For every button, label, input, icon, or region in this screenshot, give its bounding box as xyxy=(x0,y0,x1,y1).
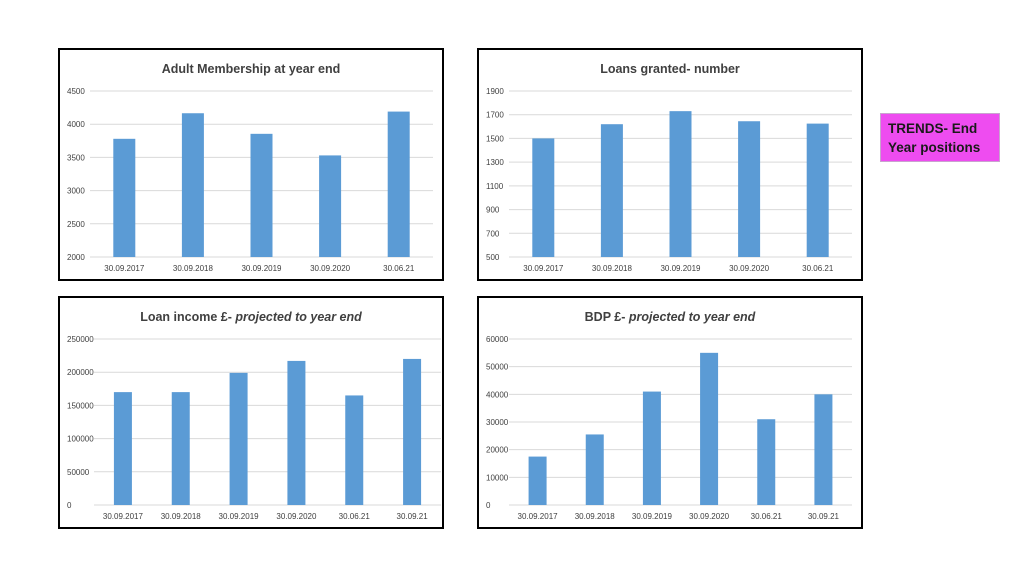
bar xyxy=(528,456,547,505)
bar xyxy=(319,155,342,257)
chart-title-part: Adult Membership at year end xyxy=(162,62,341,76)
y-tick-label: 700 xyxy=(486,229,500,238)
y-tick-label: 30000 xyxy=(486,418,509,427)
y-tick-label: 2500 xyxy=(67,220,85,229)
bar xyxy=(403,358,422,505)
y-tick-label: 0 xyxy=(486,501,491,510)
x-tick-label: 30.09.21 xyxy=(397,512,429,521)
bar xyxy=(642,391,661,505)
chart-title-part: projected to year end xyxy=(234,310,362,324)
chart-loan-income: Loan income £- projected to year end 0 500… xyxy=(58,296,444,529)
x-tick-label: 30.06.21 xyxy=(339,512,371,521)
bar xyxy=(345,395,364,505)
x-tick-label: 30.09.2018 xyxy=(173,264,214,273)
x-tick-label: 30.09.2018 xyxy=(161,512,202,521)
bar xyxy=(113,392,132,505)
chart-adult-membership-svg: Adult Membership at year end 2000 2500 3000… xyxy=(67,62,433,273)
y-tick-label: 20000 xyxy=(486,446,509,455)
y-tick-label: 200000 xyxy=(67,368,94,377)
y-tick-label: 10000 xyxy=(486,473,509,482)
y-tick-label: 4500 xyxy=(67,87,85,96)
x-tick-label: 30.09.2017 xyxy=(104,264,145,273)
y-tick-label: 1700 xyxy=(486,111,504,120)
y-tick-label: 250000 xyxy=(67,335,94,344)
x-tick-label: 30.09.2020 xyxy=(310,264,351,273)
bar xyxy=(814,394,833,505)
bar xyxy=(113,138,136,257)
chart-title: Loan income £- projected to year end xyxy=(140,310,362,324)
bar xyxy=(171,392,190,505)
y-tick-label: 50000 xyxy=(486,363,509,372)
chart-adult-membership: Adult Membership at year end 2000 2500 3000… xyxy=(58,48,444,281)
x-tick-label: 30.09.2019 xyxy=(241,264,282,273)
bar xyxy=(669,111,692,258)
x-tick-label: 30.06.21 xyxy=(802,264,834,273)
bar xyxy=(532,138,555,257)
bar xyxy=(387,111,410,257)
chart-loan-income-svg: Loan income £- projected to year end 0 500… xyxy=(67,310,441,521)
chart-loans-granted: Loans granted- number 500 700 900 1100 1300 15… xyxy=(477,48,863,281)
chart-bdp-svg: BDP £- projected to year end 0 10000 20000 3… xyxy=(486,310,852,521)
y-tick-label: 60000 xyxy=(486,335,509,344)
x-tick-label: 30.09.2019 xyxy=(632,512,673,521)
y-tick-label: 50000 xyxy=(67,468,90,477)
y-tick-label: 4000 xyxy=(67,120,85,129)
y-tick-label: 1500 xyxy=(486,134,504,143)
x-tick-label: 30.06.21 xyxy=(383,264,415,273)
bar xyxy=(806,123,829,257)
bar xyxy=(181,113,204,257)
x-tick-label: 30.06.21 xyxy=(751,512,783,521)
x-tick-label: 30.09.2017 xyxy=(518,512,559,521)
y-tick-label: 2000 xyxy=(67,253,85,262)
x-tick-label: 30.09.2020 xyxy=(729,264,770,273)
y-tick-label: 1300 xyxy=(486,158,504,167)
chart-title: Adult Membership at year end xyxy=(162,62,341,76)
y-tick-label: 3000 xyxy=(67,187,85,196)
y-tick-label: 40000 xyxy=(486,390,509,399)
bar xyxy=(600,124,623,257)
chart-title: Loans granted- number xyxy=(600,62,740,76)
y-tick-label: 500 xyxy=(486,253,500,262)
trends-label: TRENDS- End Year positions xyxy=(880,113,1000,162)
bar xyxy=(700,352,719,505)
chart-title-part: BDP £- xyxy=(585,310,629,324)
y-tick-label: 1900 xyxy=(486,87,504,96)
bar xyxy=(585,434,604,505)
y-tick-label: 150000 xyxy=(67,401,94,410)
x-tick-label: 30.09.21 xyxy=(808,512,840,521)
x-tick-label: 30.09.2019 xyxy=(219,512,260,521)
x-tick-label: 30.09.2018 xyxy=(575,512,616,521)
chart-bdp: BDP £- projected to year end 0 10000 20000 3… xyxy=(477,296,863,529)
y-tick-label: 900 xyxy=(486,206,500,215)
bar xyxy=(757,419,776,505)
bar xyxy=(738,121,761,257)
x-tick-label: 30.09.2020 xyxy=(689,512,730,521)
bar xyxy=(229,372,248,505)
x-tick-label: 30.09.2017 xyxy=(103,512,144,521)
y-tick-label: 3500 xyxy=(67,153,85,162)
x-tick-label: 30.09.2019 xyxy=(660,264,701,273)
chart-title-part: projected to year end xyxy=(628,310,756,324)
x-tick-label: 30.09.2018 xyxy=(592,264,633,273)
chart-title-part: Loan income £- xyxy=(140,310,235,324)
y-tick-label: 0 xyxy=(67,501,72,510)
chart-title-part: Loans granted- number xyxy=(600,62,740,76)
chart-loans-granted-svg: Loans granted- number 500 700 900 1100 1300 15… xyxy=(486,62,852,273)
chart-title: BDP £- projected to year end xyxy=(585,310,756,324)
y-tick-label: 100000 xyxy=(67,435,94,444)
x-tick-label: 30.09.2020 xyxy=(276,512,317,521)
x-tick-label: 30.09.2017 xyxy=(523,264,564,273)
bar xyxy=(287,360,306,505)
y-tick-label: 1100 xyxy=(486,182,504,191)
bar xyxy=(250,133,273,257)
